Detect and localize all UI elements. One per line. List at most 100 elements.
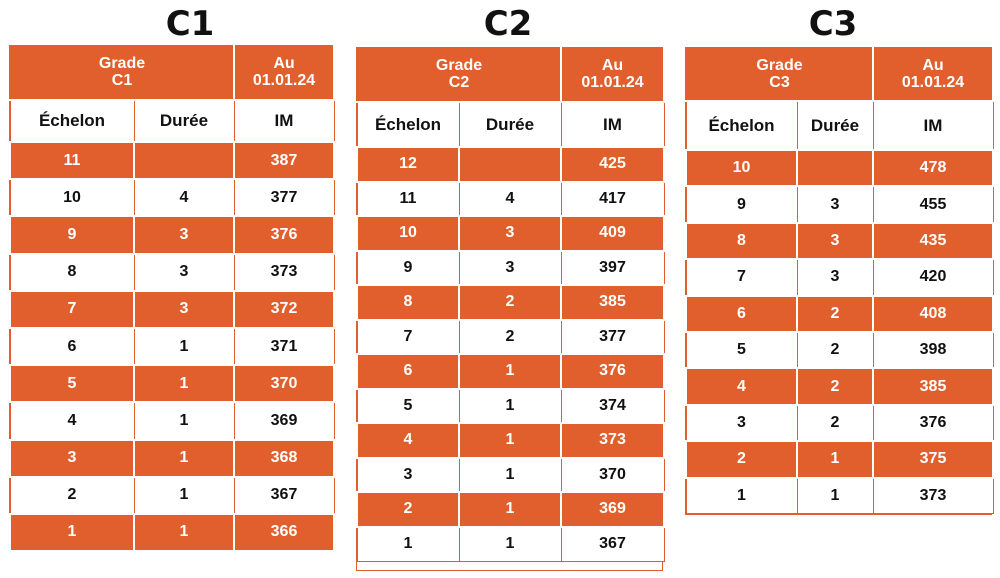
table-row: 2 1 375	[685, 440, 994, 479]
cell-echelon: 1	[356, 526, 460, 562]
cell-im: 409	[560, 215, 665, 252]
col-header-im: IM	[233, 99, 335, 143]
cell-im: 366	[233, 512, 335, 553]
cell-im: 376	[233, 215, 335, 255]
cell-echelon: 3	[685, 404, 798, 442]
table-row: 4 2 385	[685, 367, 994, 406]
cell-duree	[133, 140, 235, 181]
table-row: 8 3 373	[9, 253, 335, 292]
table-row: 4 1 373	[356, 422, 665, 459]
cell-im: 370	[560, 457, 665, 493]
cell-duree: 4	[458, 181, 562, 217]
cell-duree: 1	[133, 401, 235, 441]
table-row: 10 4 377	[9, 178, 335, 217]
grade-header: Grade C3	[685, 45, 874, 102]
grade-header: Grade C2	[356, 45, 562, 103]
cell-echelon: 3	[356, 457, 460, 493]
cell-duree: 2	[796, 331, 874, 369]
cell-echelon: 9	[356, 250, 460, 286]
cell-echelon: 9	[9, 215, 135, 255]
cell-echelon: 8	[9, 253, 135, 292]
cell-echelon: 8	[356, 284, 460, 321]
cell-duree: 3	[458, 215, 562, 252]
cell-im: 369	[233, 401, 335, 441]
table-title-c2: C2	[483, 4, 533, 44]
cell-echelon: 2	[685, 440, 798, 479]
cell-echelon: 3	[9, 438, 135, 478]
grade-header: Grade C1	[9, 43, 235, 101]
cell-im: 455	[872, 185, 994, 224]
cell-duree: 3	[796, 258, 874, 297]
cell-im: 374	[560, 388, 665, 424]
table-row: 6 1 376	[356, 353, 665, 390]
cell-echelon: 2	[356, 491, 460, 528]
cell-im: 408	[872, 294, 994, 333]
cell-im: 435	[872, 221, 994, 261]
cell-echelon: 6	[356, 353, 460, 390]
cell-echelon: 4	[685, 367, 798, 406]
grade-table-c1: Grade C1 Au 01.01.24 Échelon Durée IM 11 38…	[9, 43, 335, 553]
cell-im: 385	[872, 367, 994, 406]
table-row: 7 2 377	[356, 319, 665, 355]
cell-im: 425	[560, 146, 665, 183]
table-row: 6 1 371	[9, 327, 335, 366]
cell-im: 372	[233, 289, 335, 329]
col-header-duree: Durée	[133, 99, 235, 143]
cell-im: 367	[233, 476, 335, 515]
table-row: 8 2 385	[356, 284, 665, 321]
cell-duree: 1	[133, 476, 235, 515]
col-header-duree: Durée	[458, 101, 562, 148]
col-header-echelon: Échelon	[9, 99, 135, 143]
grade-table-c3: Grade C3 Au 01.01.24 Échelon Durée IM 10 47…	[685, 45, 994, 515]
cell-im: 387	[233, 140, 335, 181]
cell-duree: 2	[796, 404, 874, 442]
cell-im: 367	[560, 526, 665, 562]
cell-duree: 3	[133, 253, 235, 292]
cell-duree: 1	[796, 477, 874, 515]
cell-echelon: 5	[356, 388, 460, 424]
table-title-c1: C1	[165, 4, 215, 44]
cell-im: 373	[872, 477, 994, 515]
cell-im: 376	[560, 353, 665, 390]
cell-echelon: 8	[685, 221, 798, 261]
table-row: 9 3 455	[685, 185, 994, 224]
cell-echelon: 2	[9, 476, 135, 515]
table-row: 3 1 368	[9, 438, 335, 478]
table-row: 1 1 373	[685, 477, 994, 515]
cell-duree: 1	[458, 526, 562, 562]
cell-duree: 1	[133, 364, 235, 404]
date-header: Au 01.01.24	[872, 45, 994, 102]
table-row: 2 1 369	[356, 491, 665, 528]
table-title-c3: C3	[808, 4, 858, 44]
cell-echelon: 10	[9, 178, 135, 217]
cell-echelon: 1	[9, 512, 135, 553]
cell-duree: 3	[133, 289, 235, 329]
grade-table-c2: Grade C2 Au 01.01.24 Échelon Durée IM 12 42…	[356, 45, 665, 562]
cell-duree: 1	[133, 512, 235, 553]
cell-echelon: 11	[9, 140, 135, 181]
cell-echelon: 1	[685, 477, 798, 515]
cell-duree: 1	[458, 388, 562, 424]
cell-echelon: 6	[9, 327, 135, 366]
cell-duree: 1	[133, 438, 235, 478]
table-row: 5 1 374	[356, 388, 665, 424]
cell-echelon: 7	[9, 289, 135, 329]
table-row: 10 3 409	[356, 215, 665, 252]
cell-im: 397	[560, 250, 665, 286]
cell-im: 370	[233, 364, 335, 404]
cell-duree: 1	[796, 440, 874, 479]
cell-im: 417	[560, 181, 665, 217]
cell-duree: 2	[458, 284, 562, 321]
cell-echelon: 7	[685, 258, 798, 297]
cell-im: 478	[872, 148, 994, 188]
cell-duree: 1	[458, 353, 562, 390]
cell-echelon: 7	[356, 319, 460, 355]
cell-im: 377	[560, 319, 665, 355]
cell-im: 373	[560, 422, 665, 459]
table-row: 8 3 435	[685, 221, 994, 261]
table-row: 1 1 366	[9, 512, 335, 553]
table-row: 5 2 398	[685, 331, 994, 369]
table-row: 10 478	[685, 148, 994, 188]
cell-echelon: 10	[685, 148, 798, 188]
cell-echelon: 4	[9, 401, 135, 441]
